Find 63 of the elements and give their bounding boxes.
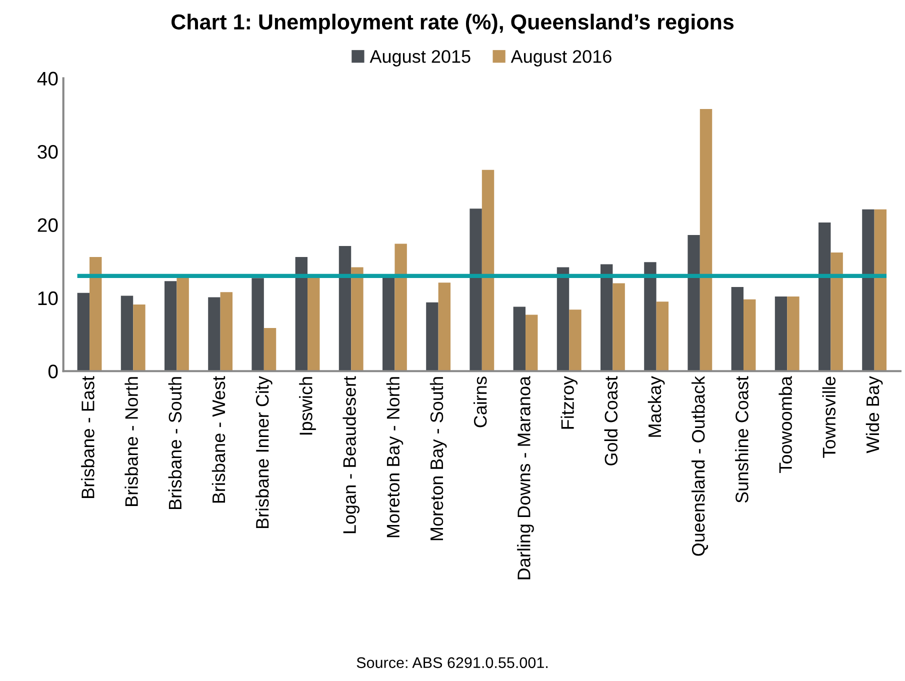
x-tick-label: Townsville [822, 376, 836, 458]
y-tick-label: 0 [48, 364, 58, 378]
x-tick-label: Logan - Beaudesert [342, 376, 360, 534]
x-tick-label: Gold Coast [604, 376, 618, 466]
bar [612, 283, 625, 372]
source-note: Source: ABS 6291.0.55.001. [356, 657, 548, 668]
bar [644, 262, 656, 372]
x-tick-label: Darling Downs - Maranoa [517, 376, 534, 580]
bar [818, 222, 831, 372]
x-tick-label: Ipswich [299, 377, 316, 435]
y-tick-label: 10 [38, 291, 58, 306]
x-tick-label: Brisbane - North [124, 377, 138, 506]
x-tick-label: Mackay [648, 376, 665, 437]
bar [744, 299, 756, 372]
bar [220, 292, 233, 372]
bar [874, 209, 887, 372]
bar [656, 302, 669, 372]
bar [830, 252, 843, 372]
y-tick-label: 40 [37, 72, 58, 86]
y-tick-label: 20 [38, 218, 58, 232]
x-tick-label: Moreton Bay - South [430, 377, 447, 540]
x-tick-label: Brisbane - South [168, 377, 182, 510]
x-tick-label: Moreton Bay - North [386, 377, 404, 538]
bar [426, 302, 438, 372]
bar [338, 246, 352, 372]
x-tick-label: Brisbane - West [212, 376, 226, 503]
bar [264, 328, 276, 372]
chart-title: Chart 1: Unemployment rate (%), Queensland’s regions [171, 14, 734, 34]
bar [164, 281, 177, 372]
x-tick-label: Queensland - Outback [692, 376, 708, 556]
bar [77, 292, 90, 372]
bar [351, 267, 364, 372]
x-tick-label: Fitzroy [560, 376, 578, 429]
bar [208, 297, 220, 372]
bar [438, 282, 451, 372]
bar [731, 286, 744, 372]
bar [556, 267, 570, 372]
x-tick-label: Brisbane Inner City [255, 376, 272, 528]
x-tick-label: Sunshine Coast [735, 376, 748, 503]
bar [133, 304, 146, 372]
x-tick-label: Wide Bay [866, 376, 883, 454]
bar [252, 278, 264, 372]
bar [787, 296, 800, 372]
bar [513, 306, 526, 372]
bar [569, 310, 582, 372]
x-tick-label: Brisbane - East [81, 376, 94, 498]
bar [120, 296, 134, 372]
bar [774, 296, 788, 372]
bar [688, 234, 700, 372]
legend-label: August 2015 [370, 50, 470, 66]
bar [394, 244, 407, 372]
bar [470, 208, 482, 372]
y-tick-label: 30 [38, 144, 58, 159]
x-tick-label: Cairns [473, 376, 487, 428]
bar [526, 314, 538, 372]
bar [862, 209, 874, 372]
x-tick-label: Toowoomba [778, 376, 792, 473]
legend-label: August 2016 [510, 50, 612, 66]
bar [90, 256, 102, 372]
bar [295, 256, 308, 372]
bar [482, 170, 494, 372]
bar [600, 264, 613, 372]
bar [700, 109, 712, 372]
